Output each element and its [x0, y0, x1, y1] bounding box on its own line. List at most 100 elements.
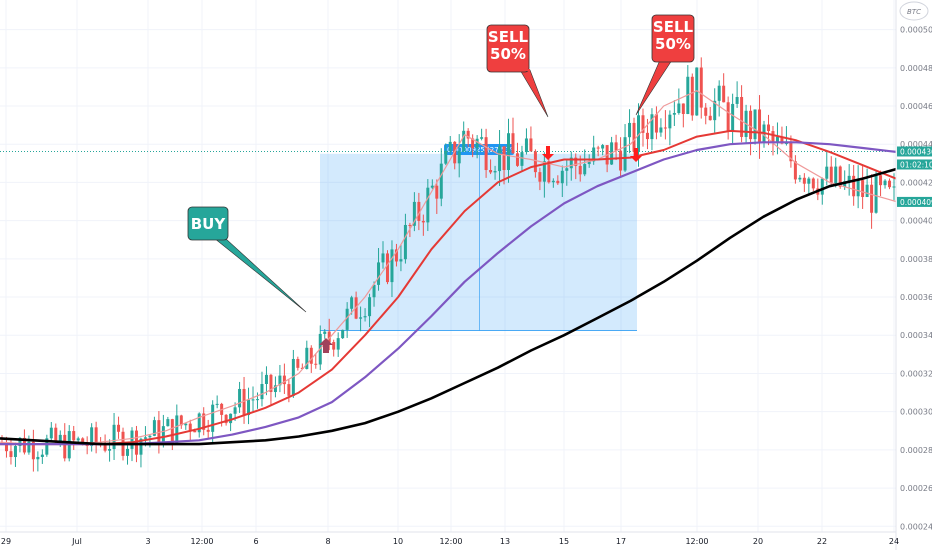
candle-body — [861, 180, 865, 197]
position-box-label: 0.0000925 (27.53%) 2619 — [447, 146, 539, 154]
candle-body — [632, 122, 636, 152]
candle-body — [341, 329, 345, 339]
candle-body — [377, 262, 381, 285]
candle-body — [820, 178, 824, 195]
candle-body — [309, 347, 313, 364]
y-tick-label: 0.0003400 — [900, 331, 932, 340]
candle-body — [484, 137, 488, 171]
buy-callout-text: BUY — [191, 215, 227, 233]
candle-body — [9, 451, 13, 458]
candles-layer — [0, 57, 896, 472]
candle-body — [381, 253, 385, 263]
candle-body — [327, 331, 331, 343]
price-tag-hline: 0.0004362 — [897, 146, 932, 157]
candle-body — [251, 399, 255, 401]
candle-body — [417, 201, 421, 221]
sell-callout-2-text: 50% — [655, 35, 691, 53]
candle-body — [533, 151, 537, 173]
candle-body — [807, 178, 811, 184]
currency-badge: BTC — [899, 1, 929, 21]
sell-callout-1-text: 50% — [490, 45, 526, 63]
candle-body — [879, 175, 883, 186]
candle-body — [735, 97, 739, 104]
last-price-tag-text: 0.0004098 — [900, 198, 932, 207]
candle-body — [619, 150, 623, 171]
moving-average-line-0 — [0, 90, 897, 445]
candle-body — [475, 138, 479, 149]
candle-body — [883, 180, 887, 186]
candle-body — [560, 170, 564, 184]
x-tick-label: 22 — [817, 537, 827, 546]
candle-body — [650, 114, 654, 140]
candle-body — [179, 415, 183, 426]
candle-body — [108, 449, 112, 451]
candle-body — [399, 259, 403, 262]
candle-body — [457, 150, 461, 164]
position-box-area[interactable] — [320, 153, 637, 331]
buy-callout[interactable]: BUY — [187, 206, 307, 313]
candle-body — [4, 442, 8, 452]
candle-body — [296, 358, 300, 368]
candle-body — [408, 224, 412, 226]
candle-body — [126, 448, 130, 456]
y-tick-label: 0.0004800 — [900, 64, 932, 73]
candle-body — [238, 388, 242, 408]
candle-body — [439, 163, 443, 199]
position-box: 0.0000925 (27.53%) 2619 — [320, 144, 637, 331]
candle-body — [892, 186, 896, 188]
candle-body — [749, 110, 753, 140]
x-tick-label: 17 — [616, 537, 626, 546]
x-tick-label: 24 — [889, 537, 899, 546]
candle-body — [466, 130, 470, 139]
candle-body — [345, 308, 349, 330]
x-tick-label: Jul — [71, 537, 82, 546]
candle-body — [888, 180, 892, 188]
candle-body — [103, 443, 107, 451]
candle-body — [134, 430, 138, 455]
sell-arrow-down — [542, 146, 554, 160]
buy-arrow-up — [319, 338, 333, 353]
candle-body — [583, 164, 587, 175]
moving-average-line-1 — [0, 129, 897, 446]
currency-label: BTC — [907, 8, 921, 16]
candle-body — [206, 429, 210, 432]
candle-body — [291, 358, 295, 396]
sell-arrow-down — [630, 148, 642, 162]
candle-body — [255, 399, 259, 401]
candle-body — [314, 363, 318, 365]
candle-body — [677, 103, 681, 114]
candle-body — [524, 138, 528, 153]
moving-averages-layer — [0, 90, 897, 446]
candle-body — [663, 127, 667, 129]
candle-body — [838, 166, 842, 187]
candle-body — [247, 399, 251, 416]
x-tick-label: 12:00 — [439, 537, 462, 546]
candle-body — [394, 249, 398, 262]
candle-body — [722, 85, 726, 103]
candle-body — [489, 170, 493, 173]
candle-body — [117, 424, 121, 432]
candle-body — [628, 122, 632, 138]
candle-body — [435, 185, 439, 199]
candle-body — [681, 103, 685, 114]
candle-body — [148, 435, 152, 438]
candle-body — [58, 434, 62, 443]
candle-body — [54, 427, 58, 443]
candle-body — [798, 177, 802, 180]
candle-body — [708, 115, 712, 121]
candle-body — [529, 138, 533, 152]
candle-body — [332, 342, 336, 350]
candle-body — [202, 413, 206, 430]
candle-body — [372, 284, 376, 298]
candle-body — [645, 132, 649, 140]
candle-body — [829, 166, 833, 184]
candle-body — [49, 427, 53, 439]
candle-body — [856, 180, 860, 197]
candle-body — [31, 441, 35, 460]
candle-body — [193, 430, 197, 433]
candle-body — [197, 413, 201, 433]
